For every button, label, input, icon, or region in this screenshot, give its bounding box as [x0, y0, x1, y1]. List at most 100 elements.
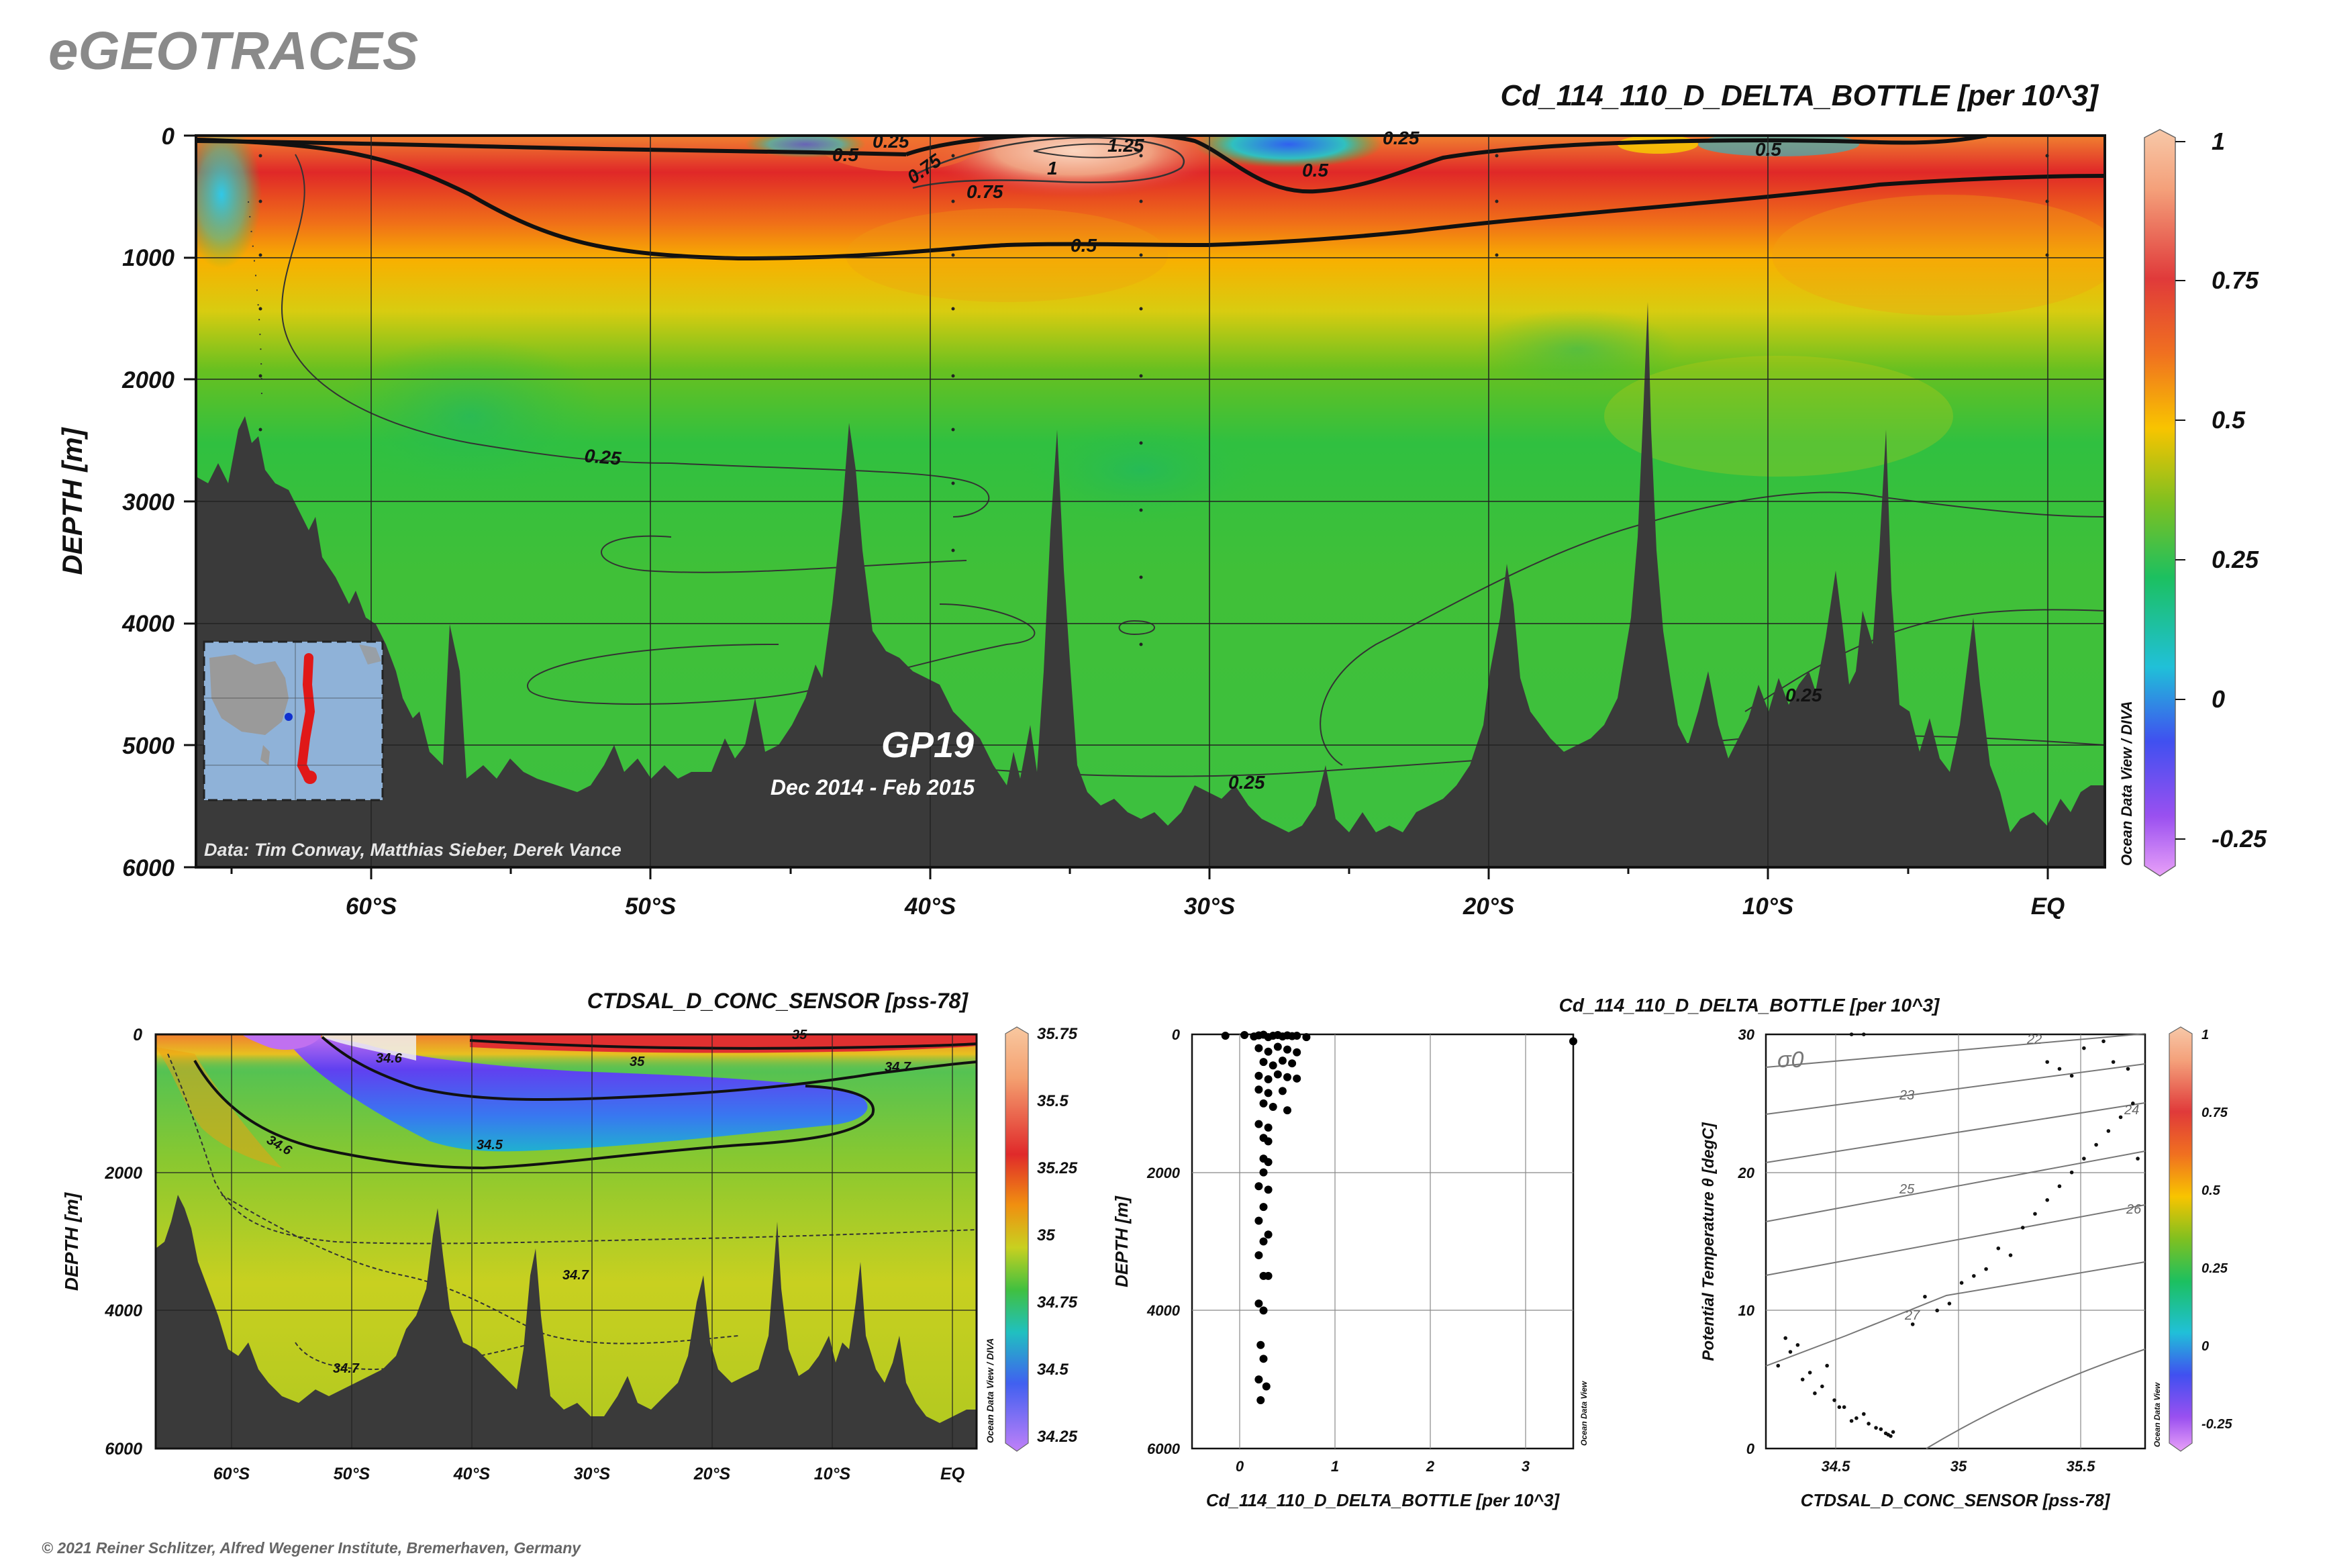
profile-point — [1240, 1031, 1249, 1040]
profile-point — [1283, 1073, 1291, 1081]
profile-point — [1254, 1300, 1263, 1308]
profile-point — [1259, 1058, 1268, 1067]
isopycnal-label: 22 — [2026, 1032, 2042, 1047]
profile-point — [1264, 1089, 1273, 1097]
profile-point — [1273, 1042, 1282, 1051]
isopycnal-label: 26 — [2126, 1202, 2142, 1217]
software-credit: Ocean Data View — [2152, 1382, 2162, 1447]
profile-point — [1269, 1061, 1277, 1070]
profile-point — [1254, 1251, 1263, 1260]
isopycnal-label: 27 — [1904, 1308, 1920, 1323]
software-credit: Ocean Data View / DIVA — [985, 1338, 995, 1443]
ts-point — [1849, 1032, 1854, 1036]
y-axis-label: Potential Temperature θ [degC] — [1699, 1122, 1718, 1361]
profile-point — [1278, 1057, 1287, 1065]
y-axis-label: DEPTH [m] — [1111, 1195, 1132, 1287]
colorbar-tick-label: -0.25 — [2201, 1417, 2232, 1432]
profile-point — [1264, 1047, 1273, 1056]
contour-label: 0.25 — [873, 131, 909, 152]
ts-point — [2057, 1184, 2062, 1189]
x-tick-label: 3 — [1522, 1458, 1530, 1475]
ts-point — [2082, 1157, 2086, 1161]
profile-point — [1278, 1087, 1287, 1095]
x-tick-label: 30°S — [1184, 893, 1235, 920]
profile-point — [1264, 1185, 1273, 1194]
ts-point — [1788, 1350, 1793, 1354]
contour-label: 35 — [792, 1028, 807, 1042]
copyright-notice: © 2021 Reiner Schlitzer, Alfred Wegener … — [42, 1539, 581, 1557]
profile-grid — [1192, 1034, 1573, 1449]
ts-point — [2111, 1060, 2116, 1064]
y-tick-label: 30 — [1738, 1026, 1755, 1043]
ts-point — [1862, 1412, 1866, 1416]
x-tick-label: 35 — [1950, 1458, 1967, 1475]
x-tick-label: 50°S — [625, 893, 676, 920]
contour-label: 0.5 — [1302, 160, 1328, 181]
profile-point — [1264, 1137, 1273, 1146]
contour-label: 1.25 — [1107, 135, 1144, 156]
contour-label: 34.7 — [333, 1361, 360, 1376]
contour-label: 0.25 — [583, 445, 622, 469]
main-section-seafloor — [196, 302, 2105, 867]
profile-points — [1221, 1030, 1577, 1405]
y-tick-label: 4000 — [121, 611, 175, 637]
colorbar-tick-label: 0.5 — [2201, 1183, 2221, 1198]
ts-point — [2094, 1142, 2098, 1147]
x-axis-label: CTDSAL_D_CONC_SENSOR [pss-78] — [1801, 1490, 2111, 1510]
ts-point — [1889, 1434, 1893, 1438]
y-tick-label: 0 — [133, 1026, 142, 1044]
ts-point — [1800, 1377, 1805, 1381]
profile-point — [1254, 1071, 1263, 1080]
profile-point — [1293, 1074, 1301, 1083]
contour-label: 0.5 — [1755, 139, 1781, 160]
x-tick-label: 34.5 — [1822, 1458, 1851, 1475]
main-chart-title: Cd_114_110_D_DELTA_BOTTLE [per 10^3] — [1500, 79, 2099, 112]
ts-point — [1867, 1422, 1871, 1426]
profile-point — [1259, 1355, 1268, 1363]
ts-point — [2130, 1101, 2135, 1106]
ts-point — [1879, 1427, 1883, 1432]
profile-point — [1256, 1396, 1265, 1405]
profile-point — [1264, 1123, 1273, 1132]
y-tick-label: 10 — [1738, 1302, 1755, 1319]
ts-point — [1825, 1363, 1829, 1368]
profile-point — [1293, 1032, 1301, 1040]
profile-point — [1254, 1044, 1263, 1052]
profile-point — [1569, 1037, 1577, 1046]
x-tick-label: 0 — [1236, 1458, 1244, 1475]
profile-point — [1254, 1182, 1263, 1191]
colorbar-tick-label: 35.25 — [1037, 1159, 1078, 1177]
ts-point — [1832, 1398, 1836, 1402]
ts-point — [1959, 1281, 1964, 1285]
ts-grid — [1766, 1034, 2145, 1449]
x-tick-label: 30°S — [574, 1465, 611, 1483]
profile-point — [1259, 1099, 1268, 1108]
ts-point — [2106, 1129, 2111, 1133]
contour-label: 34.6 — [376, 1051, 403, 1066]
colorbar-tick-label: 0 — [2201, 1339, 2209, 1354]
y-tick-label: 4000 — [104, 1302, 142, 1320]
ts-point — [1972, 1274, 1976, 1278]
ts-point — [2057, 1067, 2062, 1071]
cruise-label: GP19 — [881, 725, 974, 765]
ts-point — [2020, 1226, 2025, 1230]
ts-point — [2045, 1198, 2049, 1202]
profile-point — [1254, 1085, 1263, 1094]
contour-label: 35 — [630, 1055, 645, 1069]
ts-point — [2045, 1060, 2049, 1064]
y-tick-label: 6000 — [1147, 1440, 1181, 1457]
colorbar-tick-label: 35 — [1037, 1226, 1055, 1244]
profile-point — [1302, 1033, 1311, 1042]
contour-label: 0.5 — [832, 144, 858, 165]
ts-points — [1776, 1032, 2140, 1438]
x-tick-label: 2 — [1426, 1458, 1435, 1475]
brand-title: eGEOTRACES — [48, 21, 418, 81]
main-colorbar: 1 0.75 0.5 0.25 0 -0.25 — [2144, 128, 2267, 877]
ts-point — [1910, 1322, 1915, 1326]
profile-point — [1293, 1048, 1301, 1057]
profile-point — [1273, 1070, 1282, 1079]
ts-point — [1935, 1308, 1939, 1313]
x-tick-label: 10°S — [814, 1465, 851, 1483]
contour-label: 0.25 — [1383, 128, 1420, 148]
